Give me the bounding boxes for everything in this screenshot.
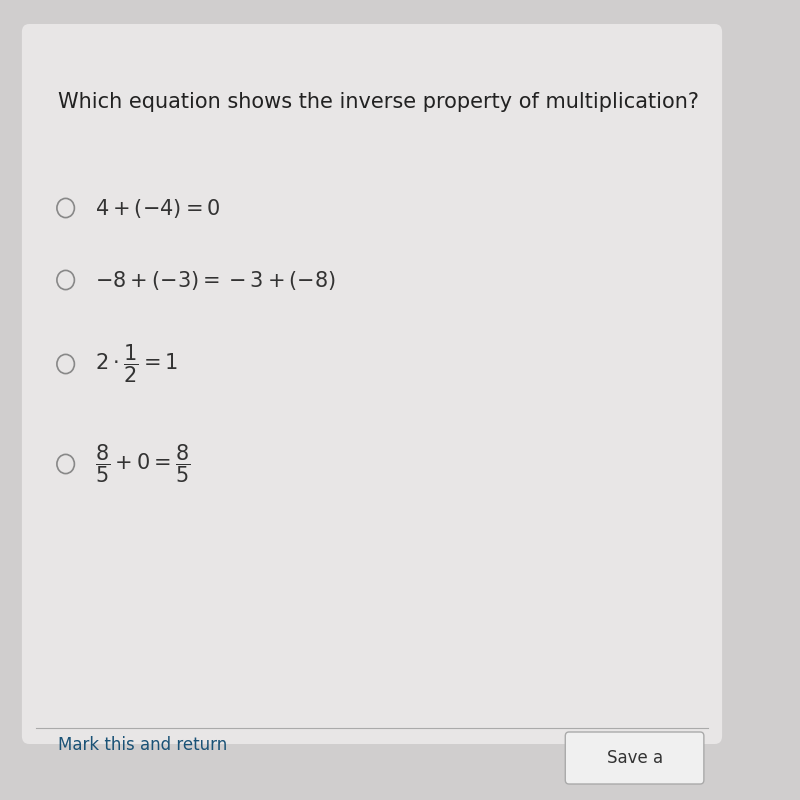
Text: Mark this and return: Mark this and return: [58, 736, 228, 754]
Text: $4 + (-4) = 0$: $4 + (-4) = 0$: [95, 197, 220, 219]
Text: $\dfrac{8}{5} + 0 = \dfrac{8}{5}$: $\dfrac{8}{5} + 0 = \dfrac{8}{5}$: [95, 442, 190, 486]
Text: Save a: Save a: [606, 750, 662, 767]
Text: $-8 + (-3) = -3 + (-8)$: $-8 + (-3) = -3 + (-8)$: [95, 269, 336, 291]
FancyBboxPatch shape: [22, 24, 722, 744]
Text: Which equation shows the inverse property of multiplication?: Which equation shows the inverse propert…: [58, 92, 699, 112]
FancyBboxPatch shape: [566, 732, 704, 784]
Text: $2 \cdot \dfrac{1}{2} = 1$: $2 \cdot \dfrac{1}{2} = 1$: [95, 342, 178, 386]
